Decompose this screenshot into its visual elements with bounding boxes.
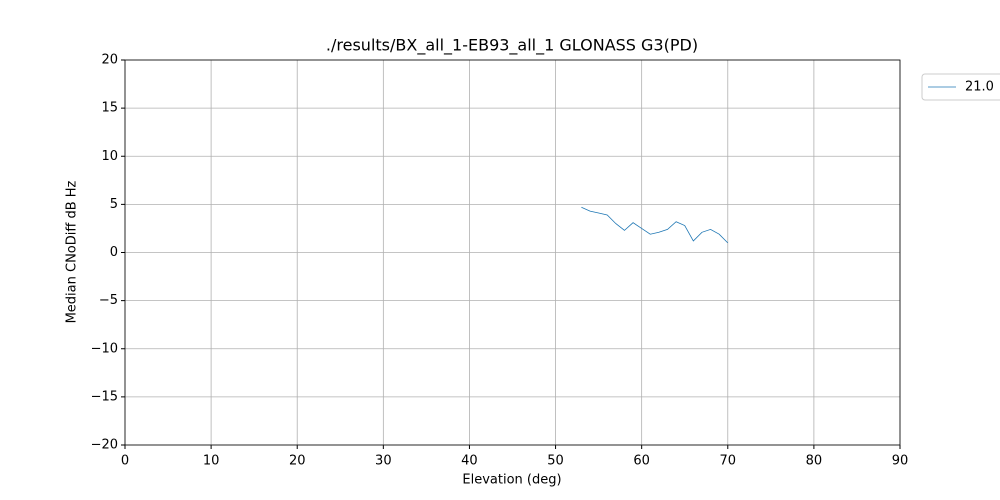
x-tick-label: 60 [633, 454, 650, 469]
data-line [581, 206, 729, 244]
y-tick-label: 20 [101, 53, 118, 68]
y-tick-label: −20 [91, 438, 118, 453]
y-tick-label: 10 [101, 149, 118, 164]
x-tick-label: 10 [203, 454, 220, 469]
y-tick-label: 15 [101, 101, 118, 116]
x-tick-label: 90 [892, 454, 909, 469]
plot-frame [124, 59, 901, 446]
chart-title: ./results/BX_all_1-EB93_all_1 GLONASS G3… [326, 36, 698, 56]
y-tick-label: 5 [110, 197, 118, 212]
y-tick-label: −5 [99, 293, 118, 308]
x-tick-label: 0 [121, 454, 129, 469]
x-tick-label: 30 [375, 454, 392, 469]
y-tick-label: −15 [91, 389, 118, 404]
x-axis-label: Elevation (deg) [462, 473, 561, 488]
legend-box [921, 73, 1000, 101]
y-tick-label: −10 [91, 341, 118, 356]
x-tick-label: 40 [461, 454, 478, 469]
y-axis-label: Median CNoDiff dB Hz [65, 180, 80, 323]
x-tick-label: 70 [720, 454, 737, 469]
y-tick-label: 0 [110, 245, 118, 260]
legend-label: 21.0 [965, 80, 994, 95]
x-tick-label: 50 [547, 454, 564, 469]
x-tick-label: 80 [806, 454, 823, 469]
x-tick-label: 20 [289, 454, 306, 469]
